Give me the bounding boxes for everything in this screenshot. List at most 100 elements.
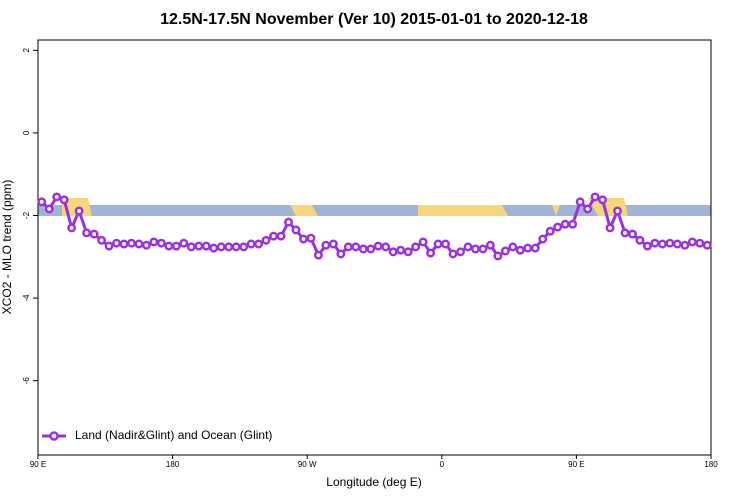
point — [500, 246, 510, 256]
point — [179, 238, 189, 248]
y-axis-label: XCO2 - MLO trend (ppm) — [0, 180, 14, 315]
point — [598, 195, 608, 205]
point — [299, 234, 308, 244]
point — [231, 242, 241, 252]
x-tick-label: 90 E — [30, 460, 46, 469]
point — [411, 242, 421, 252]
point — [418, 237, 428, 247]
point — [67, 223, 77, 233]
point — [613, 206, 622, 216]
point — [351, 242, 361, 252]
point — [426, 248, 436, 258]
point — [463, 242, 473, 252]
point — [186, 242, 196, 252]
point — [269, 231, 278, 241]
point — [523, 243, 533, 253]
point — [89, 229, 99, 239]
point — [194, 241, 204, 251]
point — [508, 242, 518, 252]
point — [313, 250, 323, 260]
point — [373, 241, 383, 251]
point — [156, 238, 166, 248]
point — [306, 233, 316, 243]
point — [358, 244, 368, 254]
point — [366, 244, 376, 254]
point — [538, 234, 548, 244]
point — [276, 231, 286, 241]
point — [665, 238, 675, 248]
point — [590, 192, 600, 202]
point — [291, 225, 301, 235]
point — [336, 249, 346, 259]
legend-marker — [49, 431, 59, 441]
point — [471, 244, 480, 254]
point — [448, 249, 458, 259]
point — [37, 197, 47, 207]
point — [216, 242, 226, 252]
point — [97, 235, 107, 245]
point — [680, 240, 690, 250]
point — [343, 242, 353, 252]
point — [433, 239, 443, 249]
point — [583, 204, 593, 214]
point — [695, 238, 705, 248]
point — [82, 228, 92, 238]
point — [515, 245, 525, 255]
point — [239, 242, 249, 252]
point — [530, 243, 540, 253]
point — [201, 241, 211, 251]
point — [246, 239, 256, 249]
point — [141, 240, 151, 250]
point — [261, 235, 271, 245]
point — [44, 204, 54, 214]
point — [112, 238, 121, 248]
point — [568, 219, 578, 229]
y-tick-label: 2 — [22, 48, 31, 53]
point — [396, 245, 406, 255]
point — [403, 247, 413, 257]
point — [575, 197, 585, 207]
point — [321, 240, 331, 250]
point — [456, 247, 465, 257]
point — [171, 241, 181, 251]
point — [441, 239, 450, 249]
point — [52, 192, 62, 202]
point — [59, 195, 69, 205]
point — [134, 239, 144, 249]
point — [628, 229, 637, 239]
point — [545, 226, 555, 236]
x-tick-label: 0 — [440, 460, 445, 469]
point — [620, 228, 630, 238]
point — [687, 237, 697, 247]
point — [635, 235, 645, 245]
x-axis-label: Longitude (deg E) — [326, 475, 421, 489]
x-tick-label: 180 — [166, 460, 180, 469]
point — [672, 239, 682, 249]
y-tick-label: -2 — [22, 211, 31, 219]
y-tick-label: 0 — [22, 130, 31, 135]
point — [485, 240, 495, 250]
x-tick-label: 90 E — [568, 460, 584, 469]
x-tick-label: 90 W — [298, 460, 317, 469]
point — [702, 240, 712, 250]
point — [284, 217, 293, 227]
point — [328, 239, 338, 249]
point — [104, 241, 114, 251]
point — [642, 241, 652, 251]
point — [164, 241, 174, 251]
point — [119, 239, 129, 249]
point — [493, 251, 503, 261]
land-ocean-band — [38, 198, 711, 216]
point — [149, 237, 159, 247]
point — [74, 206, 84, 216]
x-tick-label: 180 — [704, 460, 718, 469]
point — [224, 242, 234, 252]
point — [605, 223, 615, 233]
point — [127, 238, 136, 248]
point — [381, 242, 391, 252]
point — [209, 243, 219, 253]
chart-title: 12.5N-17.5N November (Ver 10) 2015-01-01… — [160, 11, 588, 28]
point — [388, 247, 398, 257]
legend-label: Land (Nadir&Glint) and Ocean (Glint) — [75, 428, 272, 442]
